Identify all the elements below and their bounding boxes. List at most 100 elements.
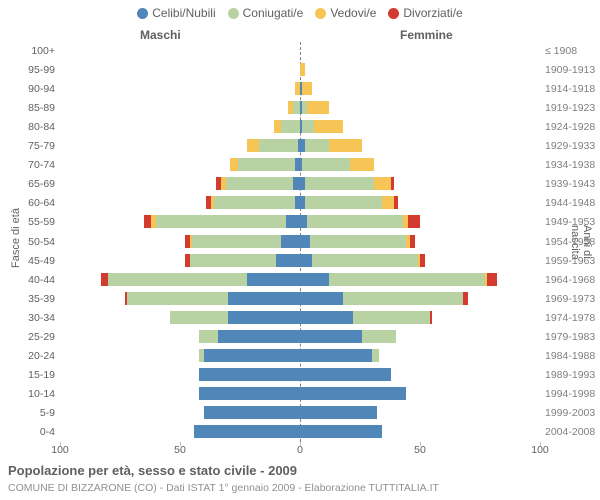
bar-male-cel [199,368,300,381]
xaxis-tick-label: 100 [45,444,75,456]
bar-male-ved [288,101,293,114]
age-label: 40-44 [0,271,55,290]
bar-female-con [302,158,350,171]
bar-male-ved [190,235,192,248]
bar-male-ved [247,139,259,152]
bar-male-div [144,215,151,228]
birth-year-label: 1954-1958 [545,233,600,252]
bar-male-con [127,292,228,305]
bar-female-ved [350,158,374,171]
bar-female-con [362,330,396,343]
bar-male-con [281,120,300,133]
bar-male-cel [228,292,300,305]
bar-male-div [185,235,190,248]
birth-year-label: 1944-1948 [545,194,600,213]
age-label: 20-24 [0,347,55,366]
bar-male-con [238,158,296,171]
age-label: 100+ [0,42,55,61]
xaxis-tick-label: 50 [165,444,195,456]
legend-swatch [315,8,326,19]
age-label: 25-29 [0,328,55,347]
birth-year-label: 1964-1968 [545,271,600,290]
age-label: 45-49 [0,252,55,271]
chart-source: COMUNE DI BIZZARONE (CO) - Dati ISTAT 1°… [8,482,439,494]
bar-female-con [305,196,382,209]
bar-male-con [293,101,300,114]
bar-male-ved [274,120,281,133]
bar-male-con [259,139,297,152]
bar-male-cel [247,273,300,286]
birth-year-label: 1974-1978 [545,309,600,328]
xaxis-tick-label: 100 [525,444,555,456]
age-label: 30-34 [0,309,55,328]
age-label: 10-14 [0,385,55,404]
legend-item: Coniugati/e [228,6,304,20]
bar-female-div [420,254,425,267]
birth-year-label: 1984-1988 [545,347,600,366]
bar-male-con [156,215,286,228]
pyramid-row: 25-291979-1983 [60,328,540,347]
age-label: 0-4 [0,423,55,442]
pyramid-row: 85-891919-1923 [60,99,540,118]
pyramid-row: 20-241984-1988 [60,347,540,366]
bar-female-cel [300,235,310,248]
legend-swatch [228,8,239,19]
bar-male-con [214,196,296,209]
bar-female-con [329,273,485,286]
pyramid-row: 55-591949-1953 [60,213,540,232]
bar-male-cel [281,235,300,248]
male-header: Maschi [140,28,181,42]
bar-female-ved [314,120,343,133]
pyramid-row: 75-791929-1933 [60,137,540,156]
pyramid-row: 65-691939-1943 [60,175,540,194]
legend-item: Divorziati/e [388,6,462,20]
legend-label: Coniugati/e [243,6,304,20]
age-label: 55-59 [0,213,55,232]
bar-female-cel [300,292,343,305]
legend-item: Vedovi/e [315,6,376,20]
legend-swatch [388,8,399,19]
bar-female-con [302,120,314,133]
age-label: 65-69 [0,175,55,194]
bar-female-div [408,215,420,228]
birth-year-label: 1929-1933 [545,137,600,156]
pyramid-row: 0-42004-2008 [60,423,540,442]
pyramid-row: 100+≤ 1908 [60,42,540,61]
birth-year-label: 1994-1998 [545,385,600,404]
bar-female-con [312,254,418,267]
bar-female-cel [300,368,391,381]
age-label: 15-19 [0,366,55,385]
bar-male-cel [204,406,300,419]
bar-male-cel [218,330,300,343]
bar-female-div [410,235,415,248]
age-label: 70-74 [0,156,55,175]
bar-female-div [394,196,399,209]
legend-item: Celibi/Nubili [137,6,215,20]
age-label: 95-99 [0,61,55,80]
birth-year-label: 1969-1973 [545,290,600,309]
age-label: 50-54 [0,233,55,252]
bar-female-cel [300,254,312,267]
bar-female-ved [300,63,305,76]
bar-male-ved [221,177,226,190]
birth-year-label: 1959-1963 [545,252,600,271]
bar-female-ved [307,101,329,114]
bar-female-div [430,311,432,324]
pyramid-row: 40-441964-1968 [60,271,540,290]
bar-male-cel [228,311,300,324]
pyramid-row: 5-91999-2003 [60,404,540,423]
bar-female-div [391,177,393,190]
bar-female-cel [300,406,377,419]
birth-year-label: 2004-2008 [545,423,600,442]
birth-year-label: 1934-1938 [545,156,600,175]
pyramid-row: 45-491959-1963 [60,252,540,271]
chart-title: Popolazione per età, sesso e stato civil… [8,463,297,478]
birth-year-label: 1999-2003 [545,404,600,423]
bar-male-con [226,177,293,190]
bar-female-con [353,311,430,324]
age-label: 85-89 [0,99,55,118]
legend: Celibi/Nubili Coniugati/e Vedovi/e Divorzia… [0,6,600,20]
pyramid-row: 10-141994-1998 [60,385,540,404]
bar-female-con [307,215,403,228]
bar-male-div [216,177,221,190]
